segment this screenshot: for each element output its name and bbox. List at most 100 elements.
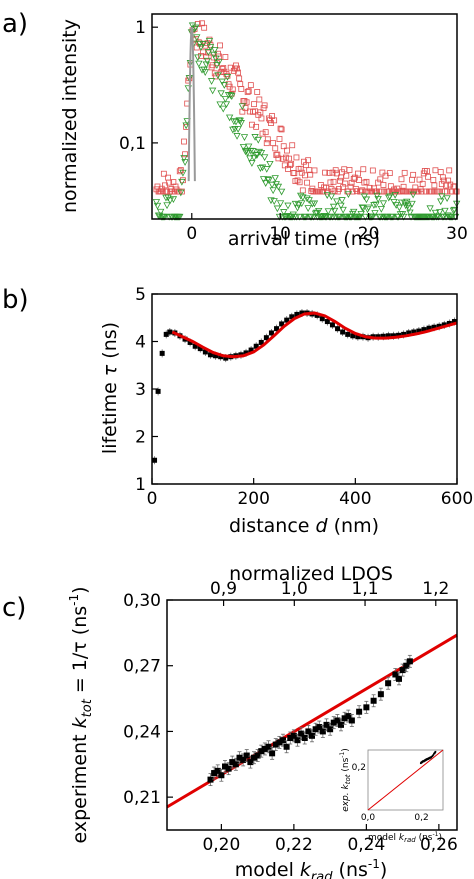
panel-a-triangle-point: [152, 199, 161, 206]
panel-a-triangle-point: [370, 202, 378, 209]
panel-a-triangle-point: [166, 197, 174, 205]
panel-b-point: [324, 319, 330, 325]
inset-marks: 0,0 0,2 0,2: [352, 749, 444, 823]
panel-a-triangle-point: [297, 192, 305, 200]
panel-a-square-point: [234, 65, 240, 72]
panel-a-triangle-point: [169, 196, 178, 204]
inset-point: [424, 759, 427, 762]
panel-c-label: c): [2, 593, 26, 623]
panel-a-triangle-point: [372, 201, 380, 209]
panel-b-point: [294, 311, 300, 317]
panel-a-triangle-point: [274, 183, 283, 191]
panel-a-triangle-point: [229, 126, 237, 134]
panel-a-square-point: [289, 142, 296, 149]
panel-a-square-point: [398, 176, 405, 183]
panel-a-triangle-point: [324, 208, 332, 216]
panel-b-xtick-label: 200: [237, 489, 269, 509]
panel-c-ytick-label: 0,21: [123, 788, 161, 808]
panel-c-point: [363, 704, 370, 711]
inset-fit-line: [367, 749, 444, 811]
panel-b-point: [350, 333, 356, 339]
panel-a-square-point: [425, 173, 431, 180]
panel-a-square-point: [279, 155, 286, 162]
panel-a-triangle-point: [450, 206, 459, 214]
panel-a-xtick-label: 30: [446, 224, 468, 244]
panel-a-triangle-point: [230, 118, 238, 126]
panel-c-marks: [166, 633, 458, 809]
panel-a-triangle-point: [386, 193, 394, 201]
panel-a-triangle-point: [305, 197, 313, 204]
panel-b-ylabel: lifetime τ (ns): [99, 322, 121, 454]
panel-a-square-point: [311, 167, 318, 174]
panel-c-point: [254, 752, 261, 759]
panel-b-point: [436, 323, 442, 329]
panel-a-square-point: [237, 81, 244, 88]
panel-a-square-point: [299, 187, 306, 194]
panel-a-square-point: [229, 86, 236, 93]
panel-a-triangle-point: [303, 195, 311, 203]
panel-c-top-xlabel: normalized LDOS: [229, 563, 393, 585]
panel-a-square-point: [437, 169, 444, 175]
panel-b-point: [152, 457, 158, 463]
panel-a-square-point: [296, 179, 303, 186]
panel-a-triangle-point: [201, 69, 209, 76]
panel-a-triangle-point: [204, 49, 213, 56]
panel-a-square-point: [380, 182, 387, 188]
panel-a-triangle-point: [270, 198, 278, 205]
panel-c-point: [229, 759, 236, 766]
panel-a-square-point: [220, 65, 227, 71]
panel-a-square-point: [291, 170, 298, 177]
panel-a-xtick-label: 10: [269, 224, 291, 244]
panel-b-point: [451, 319, 457, 325]
panel-b-ytick-label: 3: [135, 380, 146, 400]
panel-a-triangle-point: [320, 212, 328, 220]
inset-xtick-label: 0,0: [361, 813, 376, 823]
panel-c-point: [272, 741, 279, 748]
panel-a-triangle-point: [217, 90, 225, 98]
panel-a-triangle-point: [405, 205, 413, 213]
panel-a-triangle-point: [361, 213, 370, 221]
panel-c-point: [323, 721, 330, 728]
panel-a-triangle-point: [304, 205, 312, 212]
panel-a-triangle-point: [249, 148, 257, 155]
panel-c-point: [214, 767, 221, 774]
inset-ytick-label: 0,2: [352, 763, 366, 773]
panel-a-triangle-point: [406, 209, 414, 217]
panel-b-point: [319, 316, 325, 322]
panel-a-triangle-point: [252, 152, 260, 159]
panel-a-square-point: [276, 136, 283, 142]
panel-a-square-point: [258, 115, 265, 122]
panel-c-ytick-label: 0,30: [123, 591, 161, 611]
panel-b-point: [345, 331, 351, 337]
panel-a-square-point: [346, 167, 353, 173]
panel-a-square-point: [287, 162, 293, 168]
panel-a-triangle-point: [449, 207, 458, 215]
panel-a-triangle-point: [409, 191, 417, 199]
panel-a-triangle-point: [241, 148, 250, 156]
panel-a-triangle-point: [260, 154, 269, 162]
panel-a-triangle-point: [362, 196, 371, 204]
panel-b-frame: [151, 293, 458, 485]
panel-a-square-point: [223, 71, 230, 77]
panel-a-triangle-point: [363, 206, 372, 214]
panel-a-triangle-point: [264, 176, 272, 184]
panel-b-point: [197, 346, 203, 352]
panel-b-point: [268, 330, 274, 336]
panel-a-square-point: [386, 170, 393, 177]
panel-c-point: [218, 772, 225, 779]
panel-a-square-point: [238, 86, 245, 92]
panel-a-square-point: [182, 151, 188, 158]
panel-a-square-point: [166, 179, 173, 186]
panel-a-square-point: [446, 167, 453, 174]
panel-b-point: [253, 343, 259, 349]
panel-a-ylabel: normalized intensity: [59, 19, 81, 213]
panel-c-point: [294, 737, 301, 744]
panel-a-square-point: [416, 176, 423, 183]
panel-b-point: [396, 332, 402, 338]
panel-b-ytick-label: 4: [135, 333, 146, 353]
panel-a-square-point: [335, 186, 342, 192]
panel-a-triangle-point: [213, 62, 221, 69]
inset-xtick-label: 0,2: [414, 813, 428, 823]
panel-b-ytick-label: 5: [135, 285, 146, 305]
